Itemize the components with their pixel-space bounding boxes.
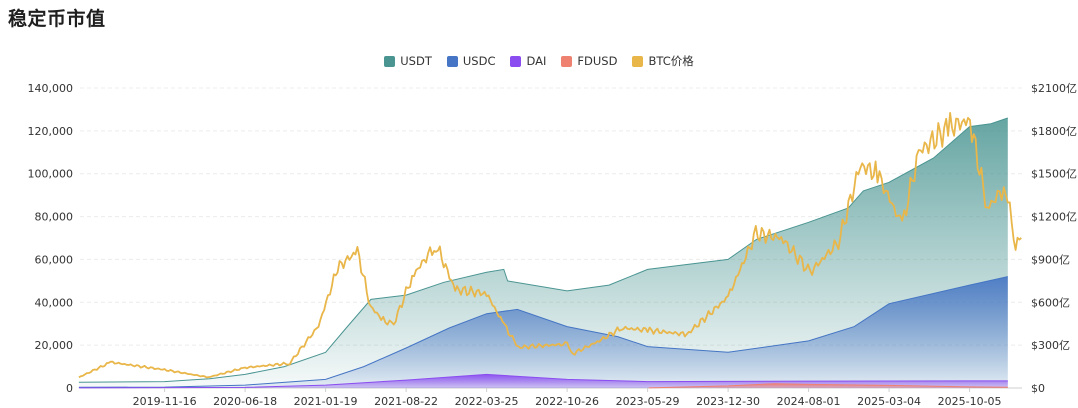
x-tick-label: 2021-08-22 xyxy=(374,395,438,408)
legend-label-fdusd: FDUSD xyxy=(577,54,618,68)
x-tick-label: 2022-03-25 xyxy=(455,395,519,408)
area-usdt xyxy=(78,118,1008,388)
x-tick-label: 2023-05-29 xyxy=(616,395,680,408)
line-btc-price xyxy=(78,112,1022,379)
area-edge-dai xyxy=(78,373,1008,389)
legend-item-usdc[interactable]: USDC xyxy=(446,53,496,69)
legend-item-usdt[interactable]: USDT xyxy=(384,53,432,69)
x-tick-label: 2023-12-30 xyxy=(696,395,760,408)
legend-swatch-usdc xyxy=(446,55,458,67)
legend-item-dai[interactable]: DAI xyxy=(510,53,546,69)
legend-item-btc[interactable]: BTC价格 xyxy=(632,53,694,69)
y-right-tick-label: $300亿 xyxy=(1031,339,1070,352)
area-edge-usdc xyxy=(78,276,1008,388)
legend-item-fdusd[interactable]: FDUSD xyxy=(561,53,617,69)
x-tick-label: 2024-08-01 xyxy=(777,395,841,408)
y-right-tick-label: $2100亿 xyxy=(1031,82,1077,95)
x-tick-label: 2019-11-16 xyxy=(133,395,197,408)
y-right-tick-label: $0 xyxy=(1031,382,1045,395)
legend-swatch-btc xyxy=(632,55,644,67)
area-edge-usdt xyxy=(78,117,1008,383)
area-edge-fdusd xyxy=(648,383,1008,389)
legend-label-usdc: USDC xyxy=(462,54,496,68)
y-left-tick-label: 60,000 xyxy=(35,253,74,266)
area-series xyxy=(78,117,1008,389)
area-fdusd xyxy=(648,383,1008,388)
chart-legend: USDT USDC DAI FDUSD BTC价格 xyxy=(0,53,1078,69)
legend-label-dai: DAI xyxy=(526,54,547,68)
y-left-tick-label: 40,000 xyxy=(35,296,74,309)
legend-swatch-fdusd xyxy=(561,55,573,67)
y-right-tick-label: $600亿 xyxy=(1031,296,1070,309)
y-left-tick-label: 140,000 xyxy=(28,82,74,95)
legend-label-usdt: USDT xyxy=(400,54,432,68)
y-left-tick-label: 100,000 xyxy=(28,168,74,181)
y-right-tick-label: $1800亿 xyxy=(1031,125,1077,138)
y-right-tick-label: $900亿 xyxy=(1031,253,1070,266)
y-right-tick-label: $1500亿 xyxy=(1031,168,1077,181)
x-tick-label: 2025-03-04 xyxy=(857,395,921,408)
y-left-tick-label: 20,000 xyxy=(35,339,74,352)
x-tick-label: 2022-10-26 xyxy=(535,395,599,408)
y-right-tick-label: $1200亿 xyxy=(1031,211,1077,224)
area-usdc xyxy=(78,276,1008,388)
line-series xyxy=(78,112,1022,379)
y-left-tick-label: 120,000 xyxy=(28,125,74,138)
x-tick-label: 2025-10-05 xyxy=(938,395,1002,408)
axis-labels: 0 $0 20,000 $300亿 40,000 $600亿 60,000 $900亿 80,0… xyxy=(28,82,1078,408)
legend-label-btc: BTC价格 xyxy=(648,54,694,68)
page-title: 稳定币市值 xyxy=(8,8,106,30)
x-tick-label: 2021-01-19 xyxy=(294,395,358,408)
y-left-tick-label: 0 xyxy=(66,382,73,395)
x-tick-label: 2020-06-18 xyxy=(213,395,277,408)
legend-swatch-usdt xyxy=(384,55,396,67)
y-left-tick-label: 80,000 xyxy=(35,211,74,224)
legend-swatch-dai xyxy=(510,55,522,67)
